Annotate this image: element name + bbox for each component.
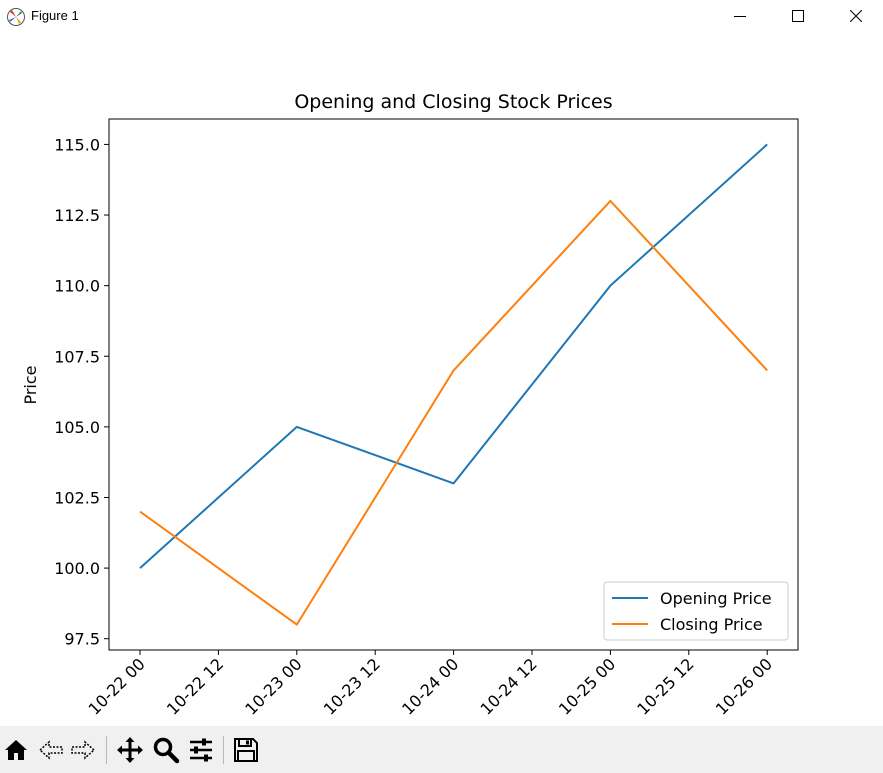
y-axis-label: Price (21, 365, 40, 404)
y-tick-label: 97.5 (64, 630, 100, 649)
maximize-icon (792, 10, 804, 22)
save-icon (234, 738, 258, 762)
navigation-toolbar (0, 726, 883, 773)
forward-button[interactable] (68, 735, 98, 765)
y-tick-label: 105.0 (54, 418, 100, 437)
x-tick-label: 10-23 12 (320, 654, 384, 718)
save-button[interactable] (231, 735, 261, 765)
legend-label: Opening Price (660, 589, 772, 608)
x-tick-label: 10-23 00 (241, 654, 305, 718)
plot-area (108, 118, 799, 651)
toolbar-separator (223, 736, 224, 764)
close-button[interactable] (827, 0, 883, 32)
x-tick-label: 10-22 00 (85, 654, 149, 718)
y-tick-label: 107.5 (54, 347, 100, 366)
y-tick-label: 102.5 (54, 488, 100, 507)
forward-icon (71, 740, 96, 760)
home-icon (5, 740, 27, 760)
back-button[interactable] (36, 735, 66, 765)
toolbar-separator (106, 736, 107, 764)
matplotlib-app-icon (7, 8, 25, 26)
x-tick-label: 10-26 00 (712, 654, 776, 718)
y-tick-label: 110.0 (54, 277, 100, 296)
minimize-icon (734, 16, 746, 17)
figure-canvas[interactable]: Opening and Closing Stock Prices Price 97.… (0, 34, 883, 726)
x-tick-label: 10-24 00 (398, 654, 462, 718)
pan-button[interactable] (115, 735, 145, 765)
line-chart: Opening and Closing Stock Prices Price 97.… (21, 91, 799, 719)
maximize-button[interactable] (769, 0, 827, 32)
legend-box (603, 581, 789, 641)
window-title: Figure 1 (31, 8, 79, 23)
title-bar: Figure 1 (0, 0, 883, 34)
series-line-opening-price (139, 143, 768, 569)
legend-label: Closing Price (660, 615, 763, 634)
x-tick-label: 10-25 00 (555, 654, 619, 718)
zoom-icon (153, 737, 180, 764)
y-tick-label: 115.0 (54, 135, 100, 154)
configure-subplots-icon (190, 738, 212, 762)
x-tick-label: 10-22 12 (163, 654, 227, 718)
close-icon (850, 10, 862, 22)
x-tick-label: 10-25 12 (633, 654, 697, 718)
configure-subplots-button[interactable] (186, 735, 216, 765)
back-icon (38, 740, 63, 760)
pan-icon (117, 737, 143, 763)
chart-title: Opening and Closing Stock Prices (294, 91, 612, 113)
x-tick-label: 10-24 12 (477, 654, 541, 718)
y-tick-label: 112.5 (54, 206, 100, 225)
home-button[interactable] (1, 735, 31, 765)
minimize-button[interactable] (711, 0, 769, 32)
series-line-closing-price (139, 199, 768, 626)
zoom-button[interactable] (151, 735, 181, 765)
y-tick-label: 100.0 (54, 559, 100, 578)
